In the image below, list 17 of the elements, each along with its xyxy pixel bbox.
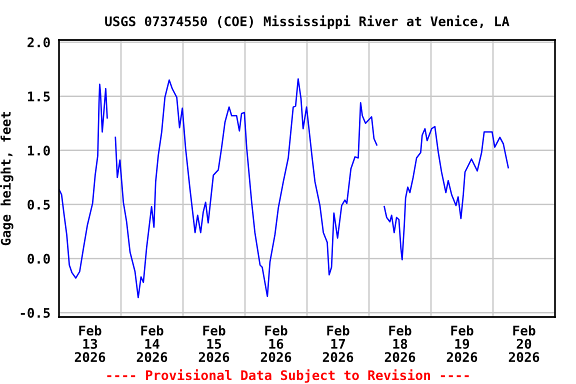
text: ---- Provisional Data Subject to Revision ---- (107, 369, 469, 383)
y-tick-label: 2.0 (28, 37, 50, 48)
x-tick-label: Feb 20 2026 (508, 325, 540, 362)
x-tick-label: Feb 16 2026 (260, 325, 292, 362)
y-tick-label: 0.5 (28, 200, 50, 210)
x-tick-label: Feb 14 2026 (136, 325, 168, 362)
y-axis-title: Gage height, feet (0, 112, 14, 246)
y-tick-label: 0.0 (28, 254, 50, 264)
y-tick-label: -0.5 (20, 308, 50, 318)
x-tick-label: Feb 13 2026 (74, 325, 106, 362)
x-tick-label: Feb 17 2026 (322, 325, 354, 362)
y-tick-label: 1.0 (28, 146, 50, 156)
x-tick-label: Feb 19 2026 (446, 325, 478, 362)
x-tick-label: Feb 18 2026 (384, 325, 416, 362)
x-tick-label: Feb 15 2026 (198, 325, 230, 362)
chart-title: USGS 07374550 (COE) Mississippi River at Venice, LA (105, 15, 510, 29)
y-tick-label: 1.5 (28, 92, 50, 102)
